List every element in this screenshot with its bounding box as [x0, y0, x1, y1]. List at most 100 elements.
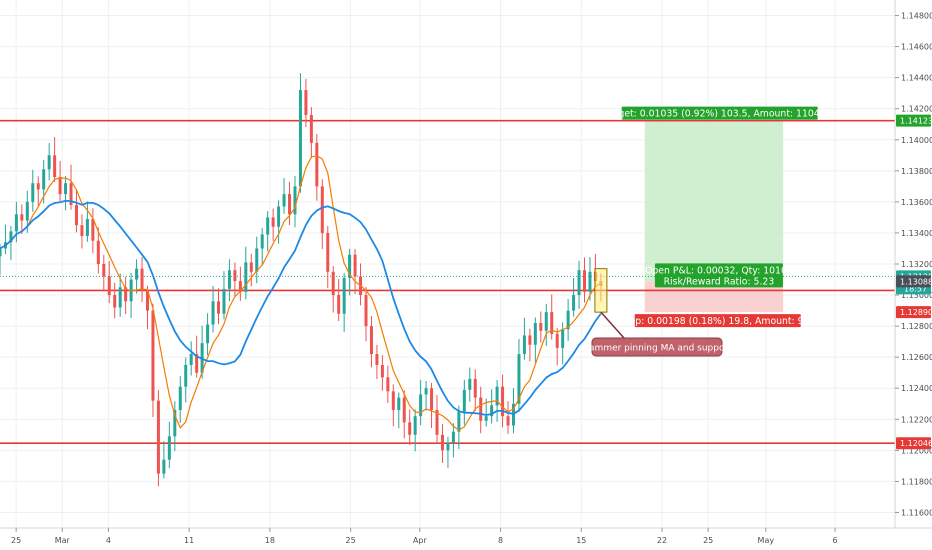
- candle-body: [539, 323, 543, 331]
- candle-body: [501, 386, 505, 417]
- candle-body: [424, 388, 428, 395]
- price-tick-label: 1.12600: [901, 353, 932, 362]
- target-zone[interactable]: [644, 120, 784, 282]
- candle-body: [227, 270, 231, 289]
- position-zones[interactable]: [644, 120, 784, 313]
- candle-body: [517, 354, 521, 404]
- candle-body: [178, 386, 182, 410]
- candle-body: [550, 312, 554, 334]
- candle-body: [451, 431, 455, 443]
- candle-body: [391, 391, 395, 410]
- candle-body: [244, 262, 248, 292]
- candle-body: [397, 397, 401, 410]
- price-tick-label: 1.12000: [901, 446, 932, 455]
- support-price-label-box: [896, 437, 931, 450]
- callout-box[interactable]: [591, 337, 723, 357]
- candle-body: [36, 183, 40, 190]
- candle-body: [506, 416, 510, 426]
- candle-body: [375, 354, 379, 365]
- candle-body: [430, 388, 434, 410]
- time-tick-label: 25: [703, 536, 713, 545]
- candle-body: [315, 142, 319, 187]
- candle-body: [74, 204, 78, 226]
- candle-body: [386, 377, 390, 392]
- price-tick-label: 1.11600: [901, 508, 932, 517]
- candle-body: [462, 389, 466, 412]
- candle-body: [167, 436, 171, 460]
- candle-body: [249, 262, 253, 272]
- time-tick-label: 18: [265, 536, 275, 545]
- candle-body: [25, 201, 29, 221]
- candle-body: [113, 295, 117, 308]
- stop-label-box[interactable]: [634, 314, 801, 328]
- candle-body: [0, 248, 2, 257]
- time-tick-label: Apr: [413, 536, 428, 545]
- candle-body: [555, 333, 559, 348]
- candle-body: [364, 295, 368, 327]
- price-tick-label: 1.13200: [901, 260, 932, 269]
- target-label-box[interactable]: [621, 106, 818, 120]
- candle-body: [173, 409, 177, 437]
- hammer-highlight-box[interactable]: [594, 268, 608, 313]
- price-axis[interactable]: 1.14800 1.14600 1.14400 1.14200 1.14000 1.138…: [894, 0, 932, 528]
- pnl-label-text: Open P&L: 0.00032, Qty: 10101: [645, 265, 793, 276]
- candle-body: [118, 287, 122, 308]
- current-price-label-countdown: 18:57: [904, 284, 927, 293]
- candle-body: [102, 264, 106, 277]
- stop-price-label: 1.12890: [900, 308, 932, 317]
- price-tick-label: 1.14400: [901, 74, 932, 83]
- candle-body: [457, 411, 461, 432]
- overlays[interactable]: Target: 0.01035 (0.92%) 103.5, Amount: 1…: [582, 106, 835, 357]
- candle-body: [528, 335, 532, 345]
- candle-body: [298, 90, 302, 187]
- candle-body: [151, 310, 155, 401]
- ma-fast-line: [0, 155, 602, 431]
- candle-body: [217, 301, 221, 314]
- candle-body: [260, 234, 264, 249]
- pnl-label-box[interactable]: [654, 263, 783, 288]
- candle-body: [156, 400, 160, 474]
- candle-body: [58, 177, 62, 195]
- candles: [0, 73, 603, 487]
- candle-body: [577, 270, 581, 296]
- candle-body: [320, 186, 324, 233]
- time-tick-label: 4: [106, 536, 111, 545]
- candle-body: [288, 194, 292, 215]
- candle-body: [353, 254, 357, 277]
- candle-body: [490, 405, 494, 417]
- candle-body: [20, 214, 24, 221]
- candle-body: [85, 218, 89, 237]
- candle-body: [53, 155, 57, 178]
- candle-body: [484, 416, 488, 421]
- candle-body: [189, 354, 193, 365]
- candle-body: [380, 364, 384, 378]
- target-label-text: Target: 0.01035 (0.92%) 103.5, Amount: 1…: [604, 109, 835, 120]
- candle-body: [326, 232, 330, 272]
- price-tick-label: 1.12200: [901, 415, 932, 424]
- candle-body: [69, 183, 73, 205]
- candle-body: [195, 354, 199, 373]
- bid-price-label-box: [896, 275, 931, 288]
- callout-pointer: [600, 311, 625, 339]
- candle-body: [337, 295, 341, 314]
- price-tick-label: 1.14200: [901, 105, 932, 114]
- candle-body: [145, 290, 149, 311]
- price-tick-label: 1.11800: [901, 477, 932, 486]
- target-price-label: 1.14123: [900, 117, 932, 126]
- candle-body: [588, 271, 592, 292]
- price-tick-label: 1.14000: [901, 136, 932, 145]
- candle-body: [413, 416, 417, 435]
- candle-body: [533, 323, 537, 345]
- candle-body: [369, 326, 373, 355]
- candle-body: [348, 254, 352, 278]
- candle-body: [80, 225, 84, 237]
- time-axis[interactable]: 25 Mar 4 11 18 25 Apr 8 15 22 25 May 6: [0, 527, 932, 545]
- candle-body: [408, 422, 412, 435]
- candle-body: [140, 268, 144, 291]
- candle-body: [293, 186, 297, 215]
- candle-body: [479, 397, 483, 421]
- stop-price-label-box: [896, 306, 931, 319]
- candle-body: [331, 271, 335, 296]
- time-tick-label: 11: [184, 536, 194, 545]
